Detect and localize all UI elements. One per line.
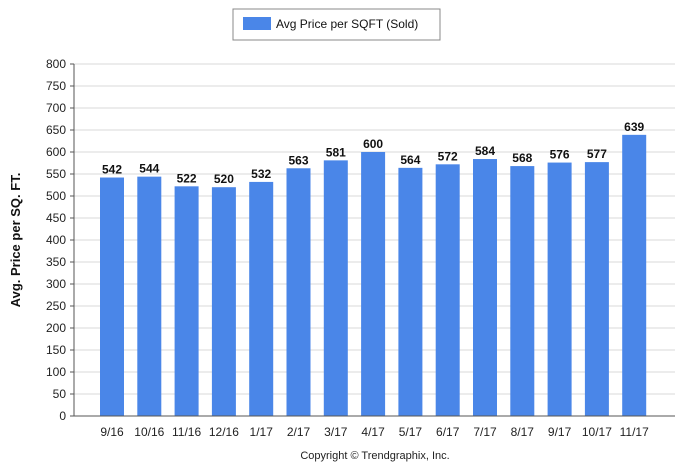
x-tick-label: 4/17 bbox=[361, 425, 385, 439]
bar bbox=[398, 167, 423, 416]
y-tick-label: 650 bbox=[46, 123, 66, 137]
y-tick-label: 450 bbox=[46, 211, 66, 225]
bar bbox=[174, 186, 199, 416]
data-label: 584 bbox=[475, 144, 495, 158]
bar bbox=[361, 152, 386, 416]
legend-swatch bbox=[243, 17, 271, 30]
x-axis-ticks: 9/16 10/16 11/16 12/16 1/17 2/17 3/17 4/17 5/17 6… bbox=[100, 425, 649, 439]
data-label: 564 bbox=[400, 153, 420, 167]
x-tick-label: 7/17 bbox=[473, 425, 497, 439]
y-tick-label: 250 bbox=[46, 299, 66, 313]
y-tick-label: 150 bbox=[46, 343, 66, 357]
y-axis-ticks: 0 50 100 150 200 250 300 350 400 450 500 550 600 650 7… bbox=[46, 57, 74, 423]
y-tick-label: 700 bbox=[46, 101, 66, 115]
data-label: 600 bbox=[363, 137, 383, 151]
x-tick-label: 11/17 bbox=[620, 425, 649, 439]
y-tick-label: 800 bbox=[46, 57, 66, 71]
bar bbox=[211, 187, 236, 416]
y-tick-label: 400 bbox=[46, 233, 66, 247]
data-label: 520 bbox=[214, 172, 234, 186]
bar bbox=[435, 164, 460, 416]
bar bbox=[323, 160, 348, 416]
data-label: 572 bbox=[438, 149, 458, 163]
y-axis-title: Avg. Price per SQ. FT. bbox=[8, 173, 23, 308]
bar bbox=[286, 168, 311, 416]
data-label: 568 bbox=[512, 151, 532, 165]
y-tick-label: 350 bbox=[46, 255, 66, 269]
data-labels: 542 544 522 520 532 563 581 600 564 572 584 568 576 5… bbox=[102, 120, 645, 186]
y-tick-label: 750 bbox=[46, 79, 66, 93]
x-tick-label: 6/17 bbox=[436, 425, 460, 439]
x-tick-label: 5/17 bbox=[399, 425, 423, 439]
y-tick-label: 500 bbox=[46, 189, 66, 203]
legend-label: Avg Price per SQFT (Sold) bbox=[276, 17, 418, 31]
x-tick-label: 9/16 bbox=[100, 425, 124, 439]
bar bbox=[622, 134, 647, 416]
bar bbox=[510, 166, 535, 416]
bar bbox=[100, 177, 124, 416]
data-label: 522 bbox=[177, 171, 197, 185]
bar bbox=[584, 162, 609, 416]
x-tick-label: 9/17 bbox=[548, 425, 572, 439]
data-label: 563 bbox=[288, 153, 308, 167]
x-tick-label: 11/16 bbox=[172, 425, 201, 439]
bar bbox=[137, 176, 162, 416]
y-tick-label: 200 bbox=[46, 321, 66, 335]
data-label: 544 bbox=[139, 162, 159, 176]
x-tick-label: 2/17 bbox=[287, 425, 311, 439]
y-tick-label: 50 bbox=[53, 387, 67, 401]
x-tick-label: 12/16 bbox=[209, 425, 239, 439]
legend: Avg Price per SQFT (Sold) bbox=[232, 8, 441, 41]
y-tick-label: 550 bbox=[46, 167, 66, 181]
copyright-text: Copyright © Trendgraphix, Inc. bbox=[300, 450, 449, 462]
data-label: 581 bbox=[326, 145, 346, 159]
x-tick-label: 3/17 bbox=[324, 425, 348, 439]
bar bbox=[249, 181, 274, 416]
data-label: 532 bbox=[251, 167, 271, 181]
y-tick-label: 600 bbox=[46, 145, 66, 159]
x-tick-label: 10/16 bbox=[134, 425, 164, 439]
data-label: 542 bbox=[102, 163, 122, 177]
x-tick-label: 10/17 bbox=[582, 425, 612, 439]
data-label: 639 bbox=[624, 120, 644, 134]
data-label: 576 bbox=[550, 148, 570, 162]
data-label: 577 bbox=[587, 147, 607, 161]
bar bbox=[473, 159, 497, 417]
bar bbox=[547, 162, 572, 416]
y-tick-label: 0 bbox=[59, 409, 66, 423]
x-tick-label: 1/17 bbox=[250, 425, 274, 439]
x-tick-label: 8/17 bbox=[511, 425, 535, 439]
bars bbox=[100, 134, 647, 417]
y-tick-label: 300 bbox=[46, 277, 66, 291]
y-tick-label: 100 bbox=[46, 365, 66, 379]
